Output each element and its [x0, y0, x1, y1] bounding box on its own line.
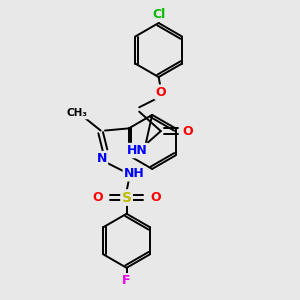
- Text: O: O: [182, 124, 193, 138]
- Text: HN: HN: [127, 144, 147, 157]
- Text: O: O: [155, 86, 166, 99]
- Text: F: F: [122, 274, 131, 287]
- Text: CH₃: CH₃: [66, 108, 87, 118]
- Text: O: O: [151, 191, 161, 204]
- Text: S: S: [122, 190, 132, 205]
- Text: Cl: Cl: [152, 8, 165, 21]
- Text: NH: NH: [124, 167, 145, 180]
- Text: N: N: [97, 152, 107, 165]
- Text: O: O: [92, 191, 103, 204]
